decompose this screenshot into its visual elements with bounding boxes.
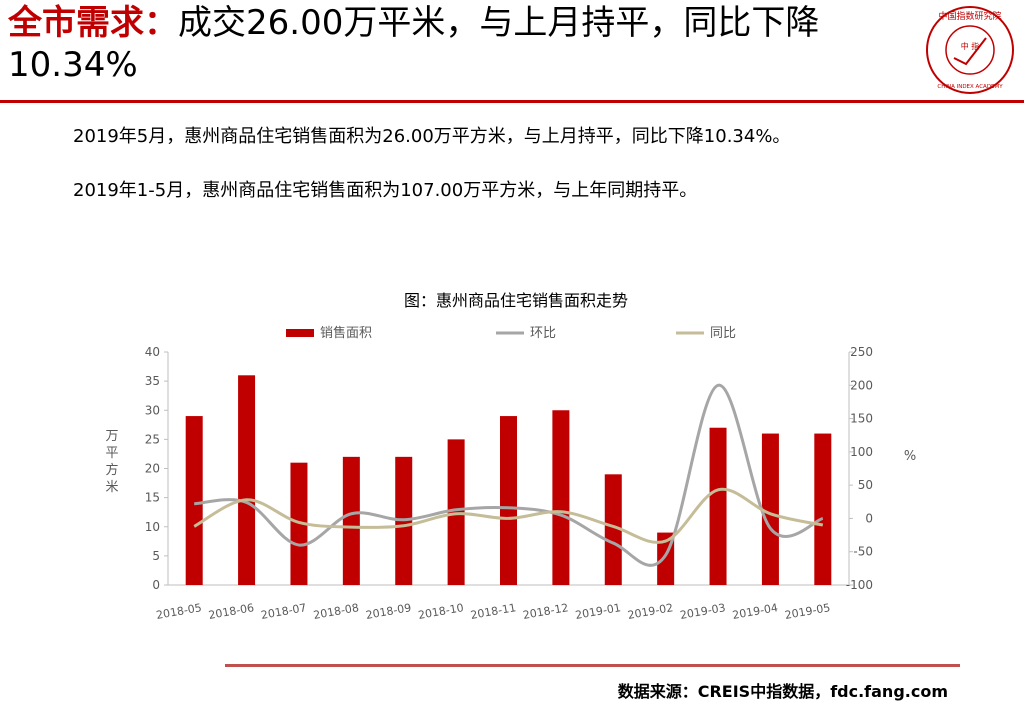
- x-tick-label: 2018-05: [155, 601, 203, 622]
- x-tick-label: 2019-03: [679, 601, 727, 622]
- logo-text-bottom: CHINA INDEX ACADEMY: [937, 84, 1003, 90]
- y-tick-label: 30: [145, 403, 160, 417]
- x-tick-label: 2018-06: [208, 601, 256, 622]
- y-tick-label: 20: [145, 462, 160, 476]
- y-tick-label: 0: [152, 578, 160, 592]
- x-tick-label: 2018-07: [260, 601, 308, 622]
- x-tick-label: 2018-10: [417, 601, 465, 622]
- y2-axis-label: %: [904, 449, 916, 464]
- x-tick-label: 2018-08: [312, 601, 360, 622]
- y-tick-label: 10: [145, 520, 160, 534]
- y2-tick-label: 0: [865, 511, 873, 525]
- headline-key: 全市需求：: [8, 3, 178, 43]
- logo-text-center: 中 指: [961, 41, 980, 51]
- bar-2018-06: [238, 375, 255, 585]
- y-tick-label: 15: [145, 491, 160, 505]
- y-tick-label: 40: [145, 345, 160, 359]
- china-index-academy-logo: 中国指数研究院 中 指 CHINA INDEX ACADEMY: [924, 4, 1016, 96]
- x-tick-label: 2018-12: [522, 601, 570, 622]
- y-tick-label: 5: [152, 549, 160, 563]
- legend-label-环比: 环比: [530, 326, 556, 341]
- x-tick-label: 2018-11: [469, 601, 517, 622]
- chart-plot-area: 0 5 10 15 20 25 30 35 40 -100 -50 0 50 100 150 200 250 20…: [145, 345, 873, 622]
- legend-label-同比: 同比: [710, 326, 736, 341]
- footer-divider: [225, 664, 960, 667]
- x-tick-label: 2018-09: [365, 601, 413, 622]
- y2-tick-label: 150: [850, 412, 873, 426]
- y2-tick-label: -100: [846, 578, 873, 592]
- y-tick-label: 35: [145, 374, 160, 388]
- title-divider: [0, 100, 1024, 103]
- y2-tick-label: 250: [850, 345, 873, 359]
- bar-2019-04: [762, 434, 779, 585]
- y2-tick-label: -50: [853, 545, 873, 559]
- x-tick-label: 2019-02: [627, 601, 675, 622]
- bar-2018-08: [343, 457, 360, 585]
- bar-2019-05: [814, 434, 831, 585]
- x-tick-label: 2019-04: [731, 601, 779, 622]
- y-tick-label: 25: [145, 432, 160, 446]
- chart-title: 图：惠州商品住宅销售面积走势: [404, 291, 628, 310]
- x-tick-label: 2019-01: [574, 601, 622, 622]
- bar-2018-11: [500, 416, 517, 585]
- summary-paragraph-1: 2019年5月，惠州商品住宅销售面积为26.00万平方米，与上月持平，同比下降1…: [73, 122, 790, 148]
- chart-legend: 销售面积 环比 同比: [286, 325, 736, 341]
- x-tick-label: 2019-05: [784, 601, 832, 622]
- data-source: 数据来源：CREIS中指数据，fdc.fang.com: [618, 678, 948, 702]
- legend-swatch-销售面积: [286, 329, 314, 337]
- legend-label-销售面积: 销售面积: [320, 325, 372, 341]
- bar-2018-12: [552, 410, 569, 585]
- y2-tick-label: 200: [850, 378, 873, 392]
- headline: 全市需求：成交26.00万平米，与上月持平，同比下降10.34%: [8, 2, 913, 86]
- bar-2019-03: [710, 428, 727, 585]
- logo-text-top: 中国指数研究院: [938, 10, 1001, 22]
- sales-area-chart: 图：惠州商品住宅销售面积走势 销售面积 环比 同比 0 5 10 15 20 25 30 35 40…: [96, 280, 936, 640]
- y2-tick-label: 50: [858, 478, 873, 492]
- summary-paragraph-2: 2019年1-5月，惠州商品住宅销售面积为107.00万平方米，与上年同期持平。: [73, 176, 697, 202]
- bar-2018-05: [186, 416, 203, 585]
- y-axis-label: 万平方米: [105, 429, 118, 495]
- y2-tick-label: 100: [850, 445, 873, 459]
